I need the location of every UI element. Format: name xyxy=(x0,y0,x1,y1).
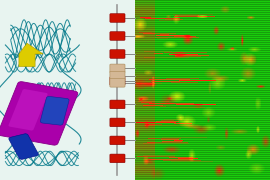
FancyBboxPatch shape xyxy=(110,71,125,80)
FancyBboxPatch shape xyxy=(110,32,125,40)
FancyBboxPatch shape xyxy=(110,78,125,87)
Polygon shape xyxy=(19,43,43,67)
FancyBboxPatch shape xyxy=(8,89,48,130)
FancyBboxPatch shape xyxy=(110,118,125,127)
FancyBboxPatch shape xyxy=(9,134,38,159)
FancyBboxPatch shape xyxy=(110,100,125,109)
FancyBboxPatch shape xyxy=(110,14,125,22)
FancyBboxPatch shape xyxy=(0,82,78,145)
FancyBboxPatch shape xyxy=(110,64,125,73)
FancyBboxPatch shape xyxy=(110,77,125,85)
FancyBboxPatch shape xyxy=(110,50,125,58)
FancyBboxPatch shape xyxy=(110,136,125,145)
FancyBboxPatch shape xyxy=(110,154,125,163)
FancyBboxPatch shape xyxy=(40,96,69,125)
